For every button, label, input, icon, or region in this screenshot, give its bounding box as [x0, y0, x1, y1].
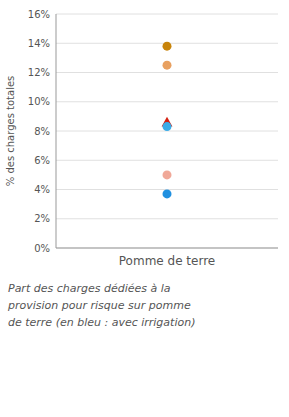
- y-tick-label: 10%: [28, 96, 50, 107]
- point: [163, 170, 172, 179]
- grid-line: [56, 72, 278, 73]
- y-tick-label: 0%: [34, 243, 50, 254]
- y-tick-label: 2%: [34, 213, 50, 224]
- y-tick-label: 4%: [34, 184, 50, 195]
- chart: 0% 2% 4% 6% 8% 10% 12% 14% 16% % des charges tota…: [0, 0, 289, 417]
- caption-line: Part des charges dédiées à la: [8, 282, 171, 295]
- y-tick-label: 12%: [28, 67, 50, 78]
- caption-line: provision pour risque sur pomme: [7, 299, 191, 312]
- y-axis: [56, 14, 57, 248]
- grid-line: [56, 160, 278, 161]
- grid: [56, 14, 278, 248]
- point: [163, 189, 172, 198]
- y-tick-label: 14%: [28, 38, 50, 49]
- grid-line: [56, 14, 278, 15]
- y-tick-label: 6%: [34, 155, 50, 166]
- x-tick-label: Pomme de terre: [119, 254, 215, 268]
- points: [162, 42, 173, 199]
- point: [163, 42, 172, 51]
- grid-line: [56, 248, 278, 249]
- x-axis: [56, 248, 278, 249]
- y-axis-label: % des charges totales: [5, 76, 16, 187]
- point: [163, 61, 172, 70]
- caption-line: de terre (en bleu : avec irrigation): [8, 316, 195, 329]
- grid-line: [56, 101, 278, 102]
- point: [163, 122, 172, 131]
- grid-line: [56, 218, 278, 219]
- y-tick-label: 16%: [28, 9, 50, 20]
- y-tick-label: 8%: [34, 126, 50, 137]
